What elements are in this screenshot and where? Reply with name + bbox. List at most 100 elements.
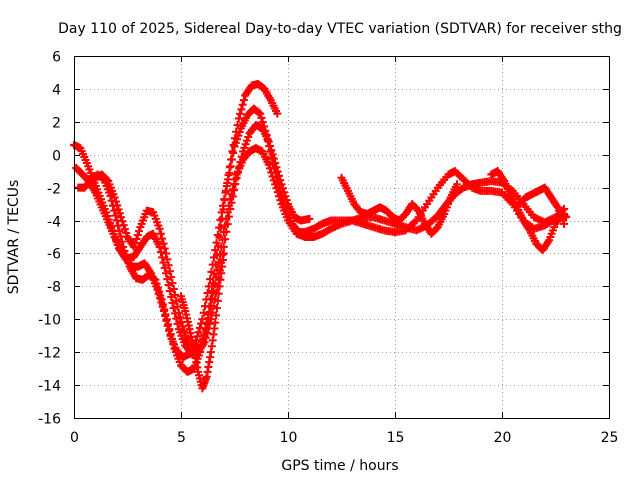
data-point	[212, 311, 221, 320]
data-point	[239, 96, 248, 105]
data-point	[205, 319, 214, 328]
data-point	[235, 163, 244, 172]
data-point	[213, 296, 222, 305]
data-point	[220, 196, 229, 205]
data-point	[281, 192, 290, 201]
x-tick-label: 0	[70, 430, 79, 446]
data-point	[211, 260, 220, 269]
data-point	[264, 137, 273, 146]
data-point	[164, 320, 173, 329]
data-point	[157, 295, 166, 304]
y-tick-label: 6	[52, 50, 61, 66]
y-tick-label: -14	[38, 379, 61, 395]
x-tick-labels: 0 5 10 15 20 25	[70, 430, 618, 446]
x-tick-label: 15	[387, 430, 405, 446]
data-point	[162, 249, 171, 258]
data-point	[216, 223, 225, 232]
data-point	[158, 234, 167, 243]
y-tick-label: -4	[47, 215, 61, 231]
data-point	[156, 291, 165, 300]
data-point	[233, 168, 242, 177]
data-point	[209, 279, 218, 288]
series-satellite-track-f	[337, 173, 462, 238]
data-point	[227, 155, 236, 164]
data-point	[160, 305, 169, 314]
data-point	[179, 327, 188, 336]
x-tick-label: 5	[177, 430, 186, 446]
data-point	[203, 310, 212, 319]
y-tick-label: 0	[52, 149, 61, 165]
data-point	[129, 242, 138, 251]
data-point	[204, 282, 213, 291]
data-point	[275, 171, 284, 180]
y-tick-label: -12	[38, 346, 61, 362]
data-point	[207, 286, 216, 295]
data-point	[214, 289, 223, 298]
data-point	[223, 220, 232, 229]
data-point	[110, 206, 119, 215]
series-satellite-track-e	[177, 249, 228, 393]
data-point	[221, 235, 230, 244]
data-point	[228, 192, 237, 201]
data-point	[167, 273, 176, 282]
data-point	[230, 186, 239, 195]
data-point	[119, 242, 128, 251]
data-point	[165, 325, 174, 334]
x-tick-label: 10	[280, 430, 298, 446]
data-point	[116, 232, 125, 241]
y-tick-labels: -16 -14 -12 -10 -8 -6 -4 -2 0 2 4 6	[38, 50, 61, 428]
data-point	[159, 300, 168, 309]
x-axis-label: GPS time / hours	[281, 458, 398, 474]
data-point	[117, 213, 126, 222]
data-point	[115, 227, 124, 236]
data-point	[168, 279, 177, 288]
data-point	[119, 221, 128, 230]
y-axis-label: SDTVAR / TECUs	[6, 180, 22, 295]
y-tick-label: -2	[47, 182, 61, 198]
data-point	[232, 127, 241, 136]
data-point	[272, 163, 281, 172]
data-point	[273, 167, 282, 176]
data-point	[168, 335, 177, 344]
data-point	[271, 158, 280, 167]
series-satellite-track-d	[91, 121, 314, 357]
data-point	[155, 287, 164, 296]
data-point	[266, 164, 275, 173]
data-point	[166, 330, 175, 339]
data-point	[229, 140, 238, 149]
data-point	[164, 261, 173, 270]
data-point	[215, 233, 224, 241]
data-point	[234, 114, 243, 123]
y-tick-label: 2	[52, 116, 61, 132]
data-point	[224, 212, 233, 221]
data-point	[153, 283, 162, 292]
data-point	[169, 339, 178, 348]
data-point	[135, 227, 144, 236]
data-point	[238, 100, 247, 109]
data-point	[278, 184, 287, 193]
data-point	[176, 313, 185, 322]
y-tick-label: -10	[38, 313, 61, 329]
data-point	[132, 234, 141, 243]
x-tick-label: 20	[494, 430, 512, 446]
data-point	[161, 310, 170, 319]
data-point	[173, 302, 182, 311]
data-point	[133, 231, 142, 240]
data-point	[221, 186, 230, 195]
chart-title: Day 110 of 2025, Sidereal Day-to-day VTE…	[58, 21, 622, 37]
data-point	[171, 290, 180, 299]
data-point	[256, 109, 265, 118]
y-tick-label: -8	[47, 280, 61, 296]
data-point	[169, 284, 178, 293]
data-point	[165, 267, 174, 276]
data-point	[131, 238, 140, 247]
data-point	[194, 328, 203, 337]
data-point	[273, 109, 282, 118]
data-point	[120, 246, 129, 255]
data-point	[206, 315, 215, 324]
data-point	[118, 217, 127, 226]
series-satellite-track-g	[487, 167, 571, 255]
data-point	[122, 229, 131, 238]
data-point	[267, 146, 276, 155]
